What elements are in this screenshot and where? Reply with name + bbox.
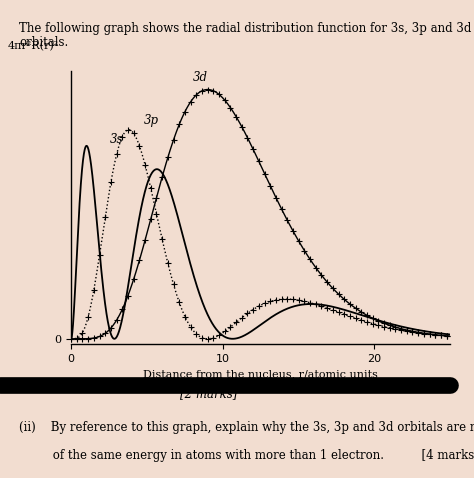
Text: 3d: 3d — [192, 72, 208, 85]
Text: 3p: 3p — [144, 114, 159, 127]
Text: 3s: 3s — [110, 133, 124, 146]
X-axis label: Distance from the nucleus, r/atomic units: Distance from the nucleus, r/atomic unit… — [143, 369, 378, 380]
Text: of the same energy in atoms with more than 1 electron.          [4 marks]: of the same energy in atoms with more th… — [19, 449, 474, 462]
Text: The following graph shows the radial distribution function for 3s, 3p and 3d: The following graph shows the radial dis… — [19, 22, 471, 34]
Y-axis label: 4πr²R(r)²: 4πr²R(r)² — [8, 41, 59, 52]
Text: [2 marks]: [2 marks] — [180, 387, 237, 400]
Text: (ii)    By reference to this graph, explain why the 3s, 3p and 3d orbitals are n: (ii) By reference to this graph, explain… — [19, 421, 474, 434]
Text: orbitals.: orbitals. — [19, 36, 68, 49]
